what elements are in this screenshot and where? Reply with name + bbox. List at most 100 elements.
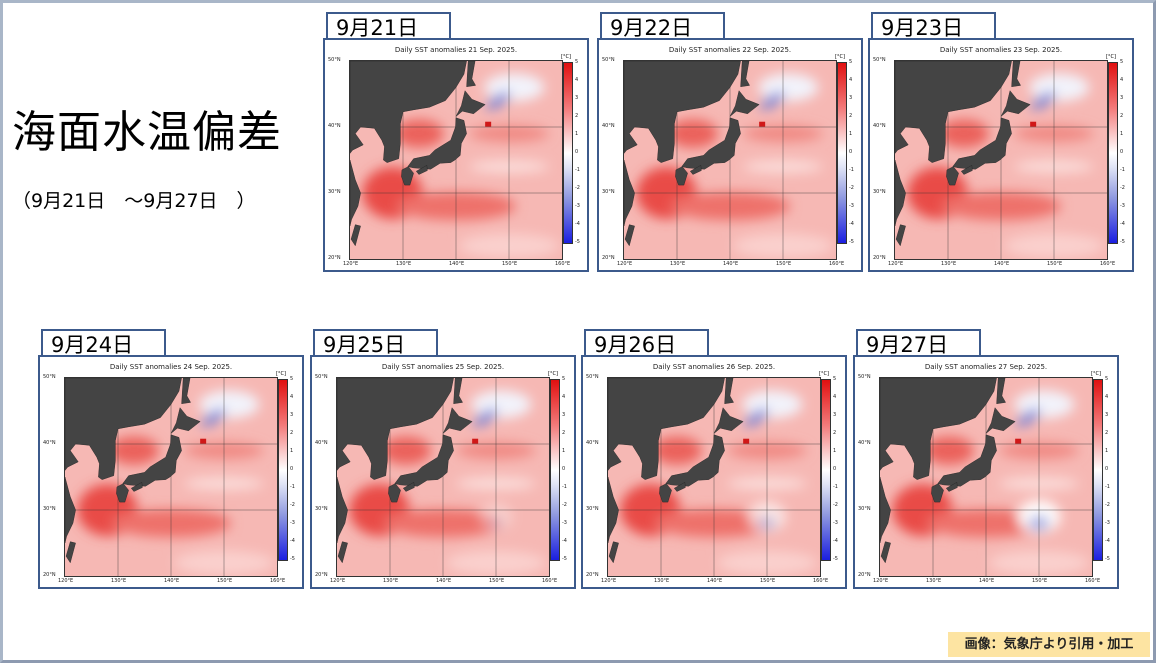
panel-date-label: 9月24日 xyxy=(41,329,166,357)
land xyxy=(960,164,973,175)
land xyxy=(394,434,454,487)
lon-label: 130°E xyxy=(396,261,412,267)
sst-anomaly-panel: Daily SST anomalies 25 Sep. 2025. [°C] 5 4… xyxy=(310,355,576,589)
colorbar xyxy=(837,62,847,244)
colorbar-tick: -2 xyxy=(849,185,854,191)
lon-label: 140°E xyxy=(707,578,723,584)
panel-title: Daily SST anomalies 23 Sep. 2025. xyxy=(939,46,1063,54)
colorbar-tick: 1 xyxy=(833,448,837,454)
colorbar-tick: 2 xyxy=(1120,113,1124,119)
lon-label: 120°E xyxy=(58,578,74,584)
lon-label: 160°E xyxy=(555,261,571,267)
colorbar-tick: 1 xyxy=(575,131,579,137)
colorbar-tick: -5 xyxy=(833,556,838,562)
lat-label: 40°N xyxy=(43,440,56,446)
lon-label: 150°E xyxy=(776,261,792,267)
colorbar-tick: 0 xyxy=(1120,149,1124,155)
lat-label: 50°N xyxy=(43,374,56,380)
lat-label: 50°N xyxy=(602,57,615,63)
colorbar-unit: [°C] xyxy=(1106,54,1116,60)
land xyxy=(946,166,959,186)
lat-label: 20°N xyxy=(858,572,871,578)
sst-anomaly-panel: Daily SST anomalies 23 Sep. 2025. [°C] 5 4… xyxy=(868,38,1134,272)
panel-title: Daily SST anomalies 22 Sep. 2025. xyxy=(668,46,792,54)
page-title: 海面水温偏差 xyxy=(12,107,282,158)
land xyxy=(350,159,361,227)
colorbar-tick: -1 xyxy=(833,484,838,490)
lat-label: 40°N xyxy=(858,440,871,446)
lon-label: 160°E xyxy=(270,578,286,584)
colorbar-tick: 5 xyxy=(575,59,579,65)
lat-label: 50°N xyxy=(586,374,599,380)
colorbar-tick: -2 xyxy=(833,502,838,508)
colorbar-tick: -5 xyxy=(1105,556,1110,562)
lat-label: 40°N xyxy=(602,123,615,129)
colorbar-tick: -1 xyxy=(1105,484,1110,490)
land xyxy=(985,407,1016,434)
colorbar-tick: 4 xyxy=(833,394,837,400)
colorbar-tick: 0 xyxy=(290,466,294,472)
colorbar-unit: [°C] xyxy=(548,371,558,377)
lon-label: 130°E xyxy=(941,261,957,267)
colorbar-tick: -4 xyxy=(833,538,838,544)
lat-label: 20°N xyxy=(43,572,56,578)
colorbar-tick: -1 xyxy=(1120,167,1125,173)
lat-label: 30°N xyxy=(602,189,615,195)
sst-anomaly-panel: Daily SST anomalies 24 Sep. 2025. [°C] 5 4… xyxy=(38,355,304,589)
lon-label: 150°E xyxy=(760,578,776,584)
lat-label: 40°N xyxy=(315,440,328,446)
panel-date-label: 9月25日 xyxy=(313,329,438,357)
colorbar-tick: 5 xyxy=(833,376,837,382)
colorbar-tick: 4 xyxy=(575,77,579,83)
lon-label: 150°E xyxy=(489,578,505,584)
land xyxy=(895,61,1012,163)
colorbar-tick: 2 xyxy=(290,430,294,436)
colorbar-tick: -3 xyxy=(849,203,854,209)
colorbar-tick: -3 xyxy=(562,520,567,526)
lat-label: 20°N xyxy=(602,255,615,261)
land xyxy=(130,481,143,492)
land xyxy=(337,541,348,564)
lat-label: 20°N xyxy=(873,255,886,261)
lon-label: 120°E xyxy=(343,261,359,267)
panel-date-label: 9月21日 xyxy=(326,12,451,40)
lon-label: 140°E xyxy=(994,261,1010,267)
colorbar xyxy=(1093,379,1103,561)
colorbar-tick: 0 xyxy=(849,149,853,155)
lon-label: 160°E xyxy=(813,578,829,584)
colorbar-tick: -3 xyxy=(833,520,838,526)
colorbar-tick: -5 xyxy=(1120,239,1125,245)
land xyxy=(608,378,725,480)
land xyxy=(65,476,76,544)
colorbar-tick: -4 xyxy=(575,221,580,227)
colorbar-tick: -3 xyxy=(290,520,295,526)
colorbar-tick: 3 xyxy=(1120,95,1124,101)
sst-anomaly-panel: Daily SST anomalies 26 Sep. 2025. [°C] 5 4… xyxy=(581,355,847,589)
page-subtitle: （9月21日 ～9月27日 ） xyxy=(12,190,256,212)
panel-date-label: 9月22日 xyxy=(600,12,725,40)
colorbar-tick: -3 xyxy=(1105,520,1110,526)
colorbar-tick: -5 xyxy=(562,556,567,562)
colorbar-tick: 0 xyxy=(1105,466,1109,472)
colorbar-tick: 3 xyxy=(575,95,579,101)
land xyxy=(1000,90,1031,117)
land xyxy=(665,434,725,487)
land xyxy=(895,159,906,227)
land xyxy=(895,224,906,247)
land xyxy=(116,483,129,503)
colorbar-tick: 3 xyxy=(562,412,566,418)
colorbar xyxy=(1108,62,1118,244)
land xyxy=(337,378,454,480)
panel-title: Daily SST anomalies 27 Sep. 2025. xyxy=(924,363,1048,371)
colorbar-tick: 4 xyxy=(849,77,853,83)
colorbar-tick: -1 xyxy=(849,167,854,173)
lon-label: 130°E xyxy=(926,578,942,584)
colorbar-tick: 4 xyxy=(1105,394,1109,400)
land xyxy=(681,117,741,170)
colorbar xyxy=(550,379,560,561)
land xyxy=(675,166,688,186)
colorbar-tick: 2 xyxy=(1105,430,1109,436)
colorbar-tick: 1 xyxy=(849,131,853,137)
land xyxy=(880,541,891,564)
land xyxy=(673,481,686,492)
